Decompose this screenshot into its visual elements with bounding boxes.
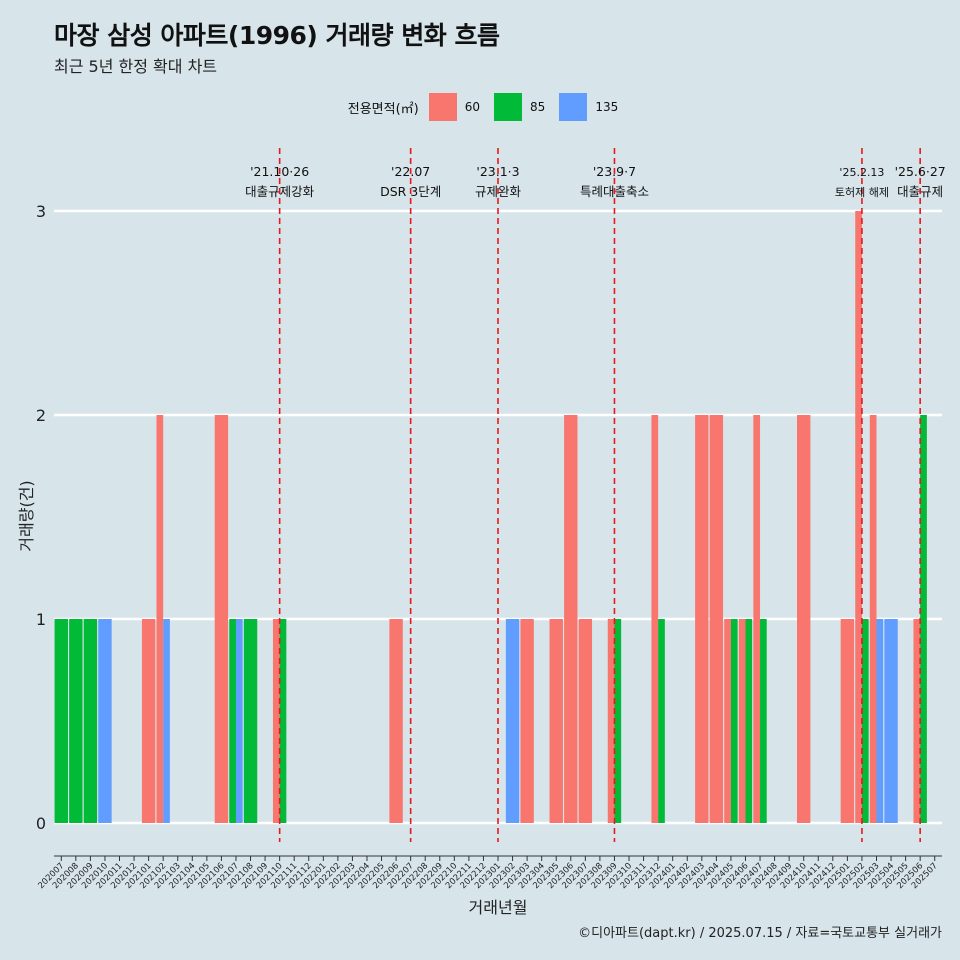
bar-202101-60	[141, 619, 156, 823]
bar-202309-85	[614, 619, 622, 823]
bar-202307-60	[578, 619, 593, 823]
legend: 전용면적(㎡) 60 85 135	[0, 93, 960, 121]
legend-item-85: 85	[494, 93, 545, 121]
bar-202107-85	[229, 619, 236, 823]
bar-202404-60	[709, 415, 724, 823]
bar-202503-60	[869, 415, 877, 823]
bar-202007-85	[54, 619, 68, 823]
legend-label-60: 60	[464, 100, 481, 114]
event-label-202207: DSR 3단계	[380, 184, 441, 199]
y-axis-title: 거래량(건)	[17, 480, 36, 551]
y-tick-label-1: 1	[36, 610, 46, 629]
legend-title: 전용면적(㎡)	[347, 101, 419, 117]
legend-swatch-60	[428, 93, 457, 121]
bar-202008-85	[69, 619, 83, 823]
bar-202108-85	[243, 619, 258, 823]
bar-202503-135	[876, 619, 884, 823]
event-label-202502: 토허제 해제	[835, 185, 889, 199]
bar-202312-85	[658, 619, 665, 823]
bar-202102-60	[156, 415, 164, 823]
legend-item-60: 60	[428, 93, 481, 121]
legend-swatch-135	[559, 93, 588, 121]
event-label-202301: 규제완화	[475, 184, 522, 199]
chart-caption: ©디아파트(dapt.kr) / 2025.07.15 / 자료=국토교통부 실…	[578, 926, 942, 941]
event-label-202309: 특례대출축소	[580, 184, 649, 199]
legend-label-135: 135	[595, 100, 619, 114]
bar-202403-60	[695, 415, 709, 823]
bar-202102-135	[163, 619, 170, 823]
event-date-202502: '25.2.13	[839, 166, 884, 179]
bar-202106-60	[214, 415, 229, 823]
bar-202407-85	[760, 619, 767, 823]
bar-202110-85	[279, 619, 287, 823]
bar-202009-85	[83, 619, 98, 823]
legend-label-85: 85	[530, 100, 546, 114]
bar-202010-135	[98, 619, 112, 823]
bar-202306-60	[564, 415, 578, 823]
event-date-202301: '23.1·3	[476, 164, 519, 179]
bar-202309-60	[607, 619, 615, 823]
bar-202406-60	[738, 619, 746, 823]
bar-202406-85	[745, 619, 753, 823]
bar-202302-135	[505, 619, 520, 823]
event-date-202110: '21.10·26	[250, 164, 309, 179]
bar-202506-85	[920, 415, 927, 823]
event-date-202309: '23.9·7	[593, 164, 636, 179]
bar-202506-60	[913, 619, 921, 823]
event-label-202506: 대출규제	[897, 184, 943, 199]
x-axis-title: 거래년월	[469, 898, 528, 917]
bar-202501-60	[840, 619, 855, 823]
chart-subtitle: 최근 5년 한정 확대 차트	[54, 57, 218, 76]
chart-title: 마장 삼성 아파트(1996) 거래량 변화 흐름	[54, 21, 500, 50]
y-tick-label-3: 3	[36, 202, 46, 221]
event-date-202506: '25.6·27	[895, 164, 946, 179]
bar-202504-135	[884, 619, 898, 823]
legend-swatch-85	[494, 93, 523, 121]
legend-item-135: 135	[559, 93, 618, 121]
bar-202312-60	[651, 415, 659, 823]
bar-202405-85	[730, 619, 738, 823]
bar-202407-60	[753, 415, 761, 823]
bar-202410-60	[797, 415, 811, 823]
bar-202305-60	[549, 619, 563, 823]
event-date-202207: '22.07	[391, 164, 430, 179]
bar-202110-60	[272, 619, 280, 823]
bar-202405-60	[724, 619, 731, 823]
bar-202502-85	[861, 619, 869, 823]
event-label-202110: 대출규제강화	[245, 184, 315, 199]
bar-202107-135	[235, 619, 243, 823]
bar-202303-60	[520, 619, 534, 823]
bar-202502-60	[855, 211, 862, 823]
bar-202206-60	[389, 619, 403, 823]
y-tick-label-2: 2	[36, 406, 46, 425]
y-tick-label-0: 0	[36, 814, 46, 833]
